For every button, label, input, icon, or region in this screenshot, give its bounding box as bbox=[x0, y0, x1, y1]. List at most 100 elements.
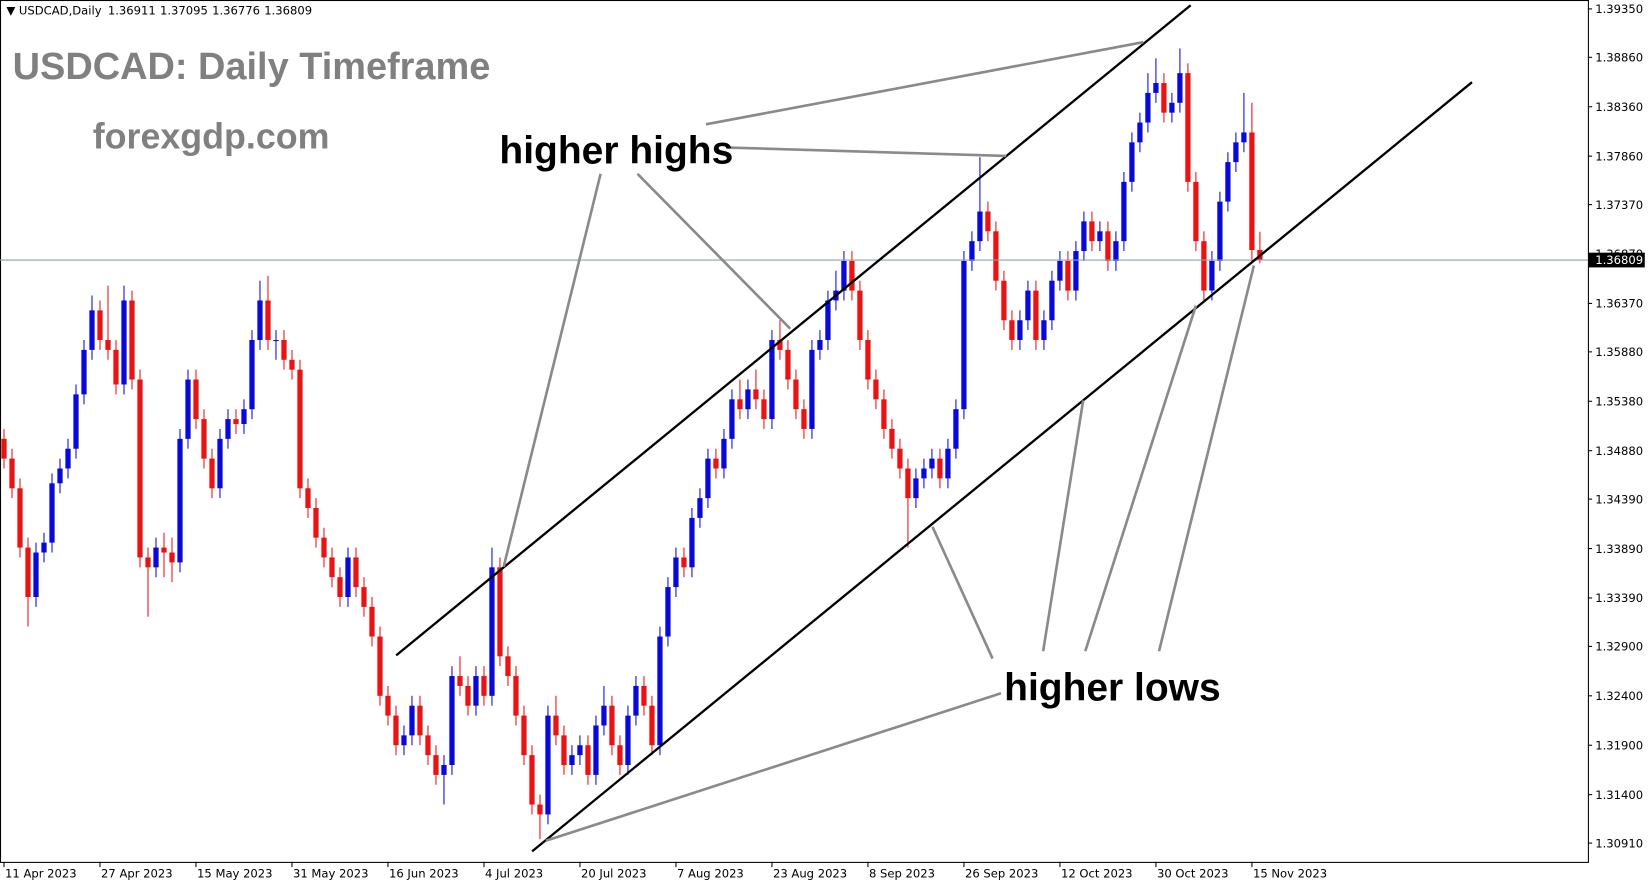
x-tick-label: 16 Jun 2023 bbox=[389, 867, 459, 881]
annotation: higher highs bbox=[499, 129, 733, 172]
header: ▼ USDCAD,Daily 1.36911 1.37095 1.36776 1.368… bbox=[6, 4, 312, 18]
x-tick-label: 15 Nov 2023 bbox=[1253, 867, 1327, 881]
candle-body bbox=[369, 606, 375, 637]
candle-body bbox=[441, 765, 447, 775]
candle-body bbox=[393, 715, 399, 746]
candle-body bbox=[1057, 260, 1063, 281]
candle-body bbox=[153, 547, 159, 568]
candle-body bbox=[641, 685, 647, 706]
candle-body bbox=[417, 705, 423, 736]
x-tick-label: 27 Apr 2023 bbox=[101, 867, 173, 881]
pointer bbox=[931, 526, 994, 660]
candle-body bbox=[681, 557, 687, 568]
candle-body bbox=[961, 260, 967, 410]
x-tick-label: 26 Sep 2023 bbox=[965, 867, 1038, 881]
candle-body bbox=[1145, 92, 1151, 123]
candle-body bbox=[1249, 132, 1255, 251]
pointer bbox=[545, 692, 1002, 843]
price-label-box bbox=[1588, 252, 1645, 268]
candle-body bbox=[545, 715, 551, 815]
candle-body bbox=[137, 379, 143, 558]
y-tick-label: 1.39350 bbox=[1595, 2, 1643, 16]
candle-body bbox=[81, 349, 87, 395]
candle-body bbox=[649, 705, 655, 746]
candle-body bbox=[345, 557, 351, 597]
candle-body bbox=[185, 379, 191, 439]
close-value: 1.36809 bbox=[264, 4, 312, 18]
candle-body bbox=[505, 656, 511, 677]
candle-body bbox=[769, 340, 775, 420]
candle-body bbox=[217, 438, 223, 489]
candle-body bbox=[177, 438, 183, 563]
candle-body bbox=[785, 349, 791, 380]
candle-body bbox=[673, 557, 679, 588]
candle-body bbox=[321, 537, 327, 558]
candle-body bbox=[1153, 83, 1159, 93]
y-tick-label: 1.31400 bbox=[1595, 788, 1643, 802]
candle-body bbox=[1041, 320, 1047, 341]
candle-body bbox=[1081, 221, 1087, 252]
candle-body bbox=[113, 349, 119, 385]
x-tick-label: 20 Jul 2023 bbox=[581, 867, 647, 881]
candle-body bbox=[409, 705, 415, 736]
candle-body bbox=[473, 676, 479, 706]
pointer bbox=[1157, 265, 1256, 652]
candle-body bbox=[305, 488, 311, 509]
candle-body bbox=[465, 685, 471, 706]
low-value: 1.36776 bbox=[212, 4, 260, 18]
y-tick-label: 1.33890 bbox=[1595, 542, 1643, 556]
candle-body bbox=[705, 458, 711, 499]
candle-body bbox=[561, 735, 567, 766]
y-tick-label: 1.32400 bbox=[1595, 689, 1643, 703]
candle-body bbox=[665, 587, 671, 637]
candle-body bbox=[969, 241, 975, 261]
candle-body bbox=[1241, 132, 1247, 143]
candle-body bbox=[729, 399, 735, 439]
candle-body bbox=[537, 804, 543, 815]
pointer bbox=[636, 172, 792, 330]
candles bbox=[0, 48, 1588, 840]
candle-body bbox=[497, 567, 503, 657]
candle-body bbox=[1169, 102, 1175, 113]
chart-title: USDCAD: Daily Timeframe bbox=[13, 46, 491, 88]
candle-body bbox=[1225, 162, 1231, 202]
candle-body bbox=[921, 468, 927, 479]
plot-border bbox=[0, 0, 1589, 863]
candle-body bbox=[25, 547, 31, 597]
candle-body bbox=[1113, 241, 1119, 261]
candle-body bbox=[745, 389, 751, 410]
candle-body bbox=[697, 498, 703, 518]
y-tick-label: 1.30910 bbox=[1595, 836, 1643, 850]
y-tick-label: 1.34880 bbox=[1595, 444, 1643, 458]
candle-body bbox=[73, 394, 79, 449]
candle-body bbox=[425, 735, 431, 756]
candle-body bbox=[105, 340, 111, 350]
candle-body bbox=[1089, 221, 1095, 242]
candle-body bbox=[353, 557, 359, 588]
candle-body bbox=[657, 636, 663, 746]
candle-body bbox=[1017, 320, 1023, 341]
candle-body bbox=[1009, 320, 1015, 341]
candle-body bbox=[985, 211, 991, 232]
candle-body bbox=[513, 676, 519, 716]
y-tick-label: 1.35380 bbox=[1595, 394, 1643, 408]
candle-body bbox=[1, 438, 7, 459]
candle-body bbox=[865, 340, 871, 380]
candle-body bbox=[489, 567, 495, 696]
candle-body bbox=[945, 448, 951, 479]
candle-body bbox=[609, 705, 615, 746]
candle-body bbox=[937, 458, 943, 479]
candle-body bbox=[161, 547, 167, 553]
candle-body bbox=[529, 755, 535, 805]
y-tick-label: 1.33390 bbox=[1595, 591, 1643, 605]
candle-body bbox=[601, 705, 607, 726]
pointer bbox=[1084, 305, 1198, 652]
candle-body bbox=[281, 340, 287, 360]
high-value: 1.37095 bbox=[160, 4, 208, 18]
candle-body bbox=[1033, 290, 1039, 341]
candle-body bbox=[241, 409, 247, 425]
candle-body bbox=[761, 399, 767, 420]
candle-body bbox=[977, 211, 983, 242]
